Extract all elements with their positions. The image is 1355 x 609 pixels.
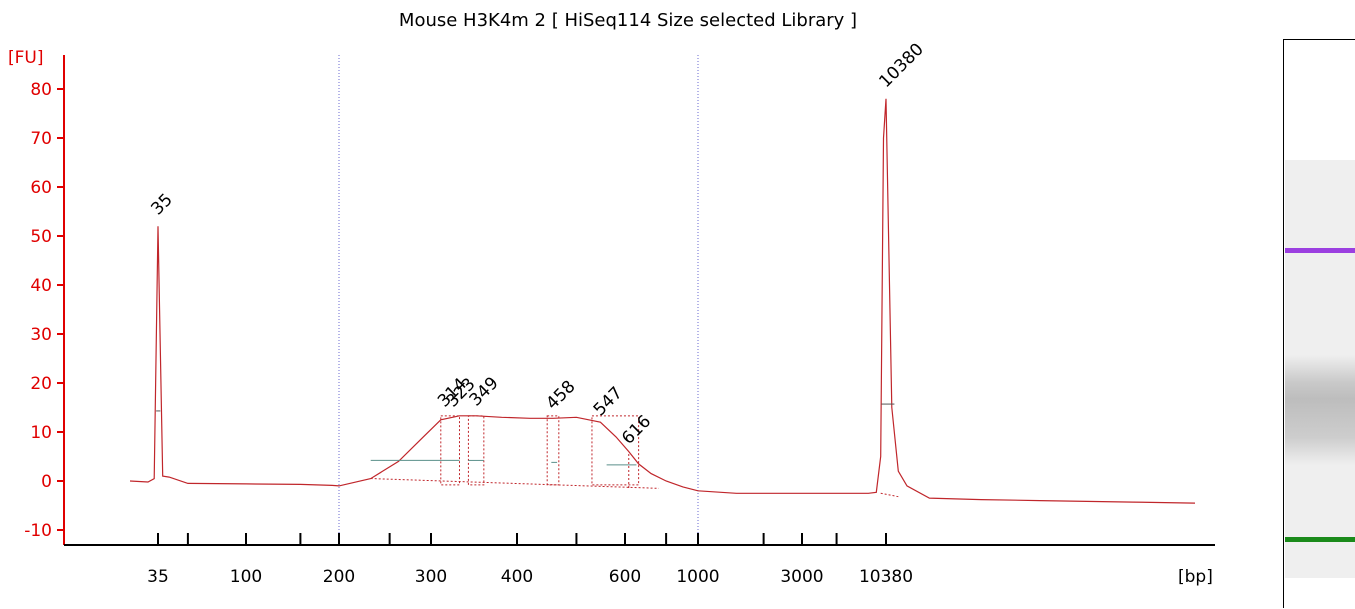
x-tick-label: 100 [230,567,262,587]
grid-lines [338,55,699,545]
y-tick-label: 40 [30,276,52,296]
y-tick-label: 10 [30,423,52,443]
peak-label-349: 349 [466,373,503,410]
peak-label-35: 35 [147,190,176,219]
x-tick-label: 200 [323,567,355,587]
x-tick-label: 300 [415,567,447,587]
upper-marker-baseline [880,492,899,498]
x-tick-label: 10380 [859,567,913,587]
y-tick-label: 80 [30,80,52,100]
x-axis-label: [bp] [1178,567,1213,587]
library-baseline [370,478,659,489]
peak-region-box [440,415,460,486]
peak-label-458: 458 [542,377,579,414]
x-tick-label: 35 [147,567,169,587]
fu-trace [129,98,1196,504]
x-tick-label: 3000 [780,567,823,587]
gel-lower-marker-band [1285,537,1355,542]
gel-library-smear [1285,355,1355,465]
peak-region-box [546,415,560,486]
x-tick-label: 1000 [676,567,719,587]
peak-label-616: 616 [618,412,655,449]
y-tick-label: -10 [24,521,52,541]
y-axis-label: [FU] [8,48,44,68]
peak-region-box [467,415,485,486]
x-tick-label: 600 [609,567,641,587]
chart-title: Mouse H3K4m 2 [ HiSeq114 Size selected L… [399,10,857,31]
peak-region-box [591,415,640,486]
y-tick-label: 0 [41,472,52,492]
y-tick-label: 50 [30,227,52,247]
y-tick-label: 60 [30,178,52,198]
axes: -10 0 10 20 30 40 50 60 70 80 35 100 200 300 400 600 100… [24,55,1215,587]
y-tick-label: 30 [30,325,52,345]
x-tick-label: 400 [501,567,533,587]
peak-label-547: 547 [590,383,627,420]
y-tick-label: 70 [30,129,52,149]
gel-upper-marker-band [1285,248,1355,253]
peak-label-10380: 10380 [875,39,927,91]
y-tick-label: 20 [30,374,52,394]
trace-layer [129,98,1196,504]
